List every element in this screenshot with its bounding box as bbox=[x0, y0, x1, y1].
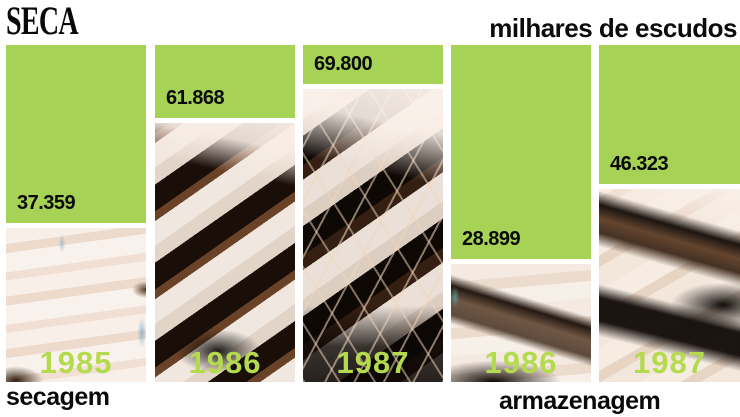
block-photo-gap bbox=[451, 259, 591, 264]
year-label: 1987 bbox=[336, 345, 410, 380]
value-label: 28.899 bbox=[462, 228, 521, 250]
group-caption-secagem: secagem bbox=[6, 383, 110, 411]
bar-remainder-block: 28.899 bbox=[451, 45, 591, 259]
year-label: 1986 bbox=[188, 345, 262, 380]
group-caption-armazenagem: armazenagem bbox=[499, 387, 661, 415]
dried-fish-photo bbox=[6, 228, 146, 382]
value-label: 69.800 bbox=[314, 53, 373, 75]
block-photo-gap bbox=[155, 118, 295, 123]
block-photo-gap bbox=[599, 184, 740, 189]
units-label: milhares de escudos bbox=[489, 13, 737, 43]
bar-column-secagem-1986: 61.868 1986 bbox=[155, 45, 295, 382]
value-label: 46.323 bbox=[610, 153, 669, 175]
value-label: 37.359 bbox=[17, 192, 76, 214]
bar-remainder-block: 69.800 bbox=[303, 45, 443, 84]
dried-fish-photo bbox=[451, 264, 591, 382]
bar-remainder-block: 61.868 bbox=[155, 45, 295, 118]
bar-column-secagem-1985: 37.359 1985 bbox=[6, 45, 146, 382]
year-label: 1987 bbox=[633, 345, 706, 380]
bar-column-secagem-1987: 69.800 1987 bbox=[303, 45, 443, 382]
bar-column-armazenagem-1987: 46.323 1987 bbox=[599, 45, 740, 382]
bar-remainder-block: 37.359 bbox=[6, 45, 146, 223]
bar-remainder-block: 46.323 bbox=[599, 45, 740, 184]
block-photo-gap bbox=[303, 84, 443, 89]
block-photo-gap bbox=[6, 223, 146, 228]
value-label: 61.868 bbox=[166, 87, 225, 109]
year-label: 1986 bbox=[484, 345, 558, 380]
dried-fish-photo bbox=[599, 189, 740, 382]
dried-fish-photo bbox=[155, 123, 295, 382]
page-title: SECA bbox=[6, 0, 79, 43]
dried-fish-photo bbox=[303, 89, 443, 382]
bar-column-armazenagem-1986: 28.899 1986 bbox=[451, 45, 591, 382]
year-label: 1985 bbox=[39, 345, 113, 380]
